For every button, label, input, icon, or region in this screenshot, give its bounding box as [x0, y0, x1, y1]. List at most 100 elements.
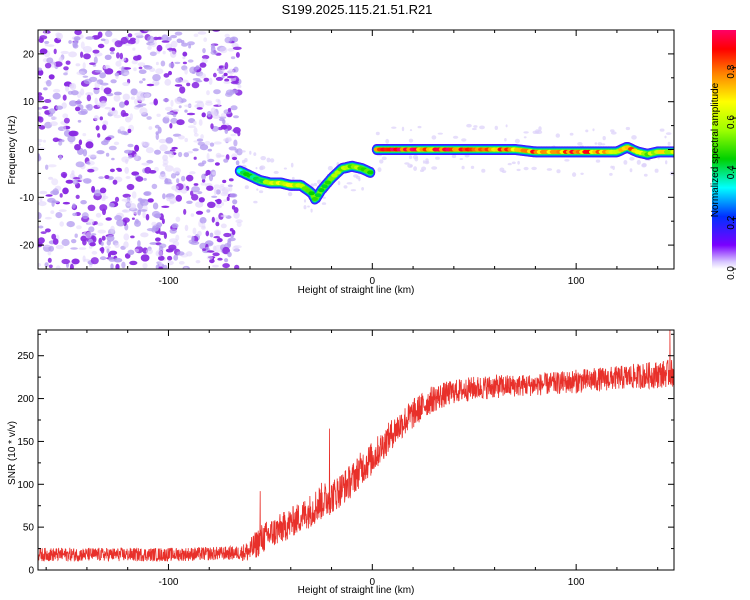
noise-speck — [206, 110, 212, 118]
noise-speck — [134, 32, 144, 37]
noise-speck — [130, 235, 135, 239]
noise-speck — [182, 56, 186, 60]
noise-speck — [178, 261, 185, 265]
noise-speck — [148, 170, 157, 174]
noise-speck — [235, 160, 240, 166]
noise-speck — [222, 119, 226, 125]
noise-speck — [199, 73, 206, 79]
noise-speck — [105, 217, 112, 221]
noise-speck — [91, 185, 96, 193]
noise-speck — [159, 261, 163, 267]
faint-speck — [664, 135, 667, 139]
faint-speck — [381, 156, 387, 161]
noise-speck — [161, 40, 170, 43]
faint-speck — [629, 168, 633, 173]
y-tick-label: 20 — [23, 49, 35, 60]
noise-speck — [104, 106, 111, 110]
noise-speck — [162, 193, 166, 200]
faint-speck — [409, 129, 413, 132]
noise-speck — [46, 79, 52, 87]
noise-speck — [130, 96, 136, 100]
noise-speck — [157, 126, 162, 134]
noise-speck — [63, 66, 69, 71]
faint-speck — [473, 125, 478, 128]
noise-speck — [155, 133, 159, 140]
noise-speck — [215, 76, 223, 81]
colorbar-tick-label: 0.8 — [726, 64, 737, 78]
noise-speck — [114, 242, 120, 248]
noise-speck — [174, 61, 181, 65]
noise-speck — [192, 227, 197, 235]
noise-speck — [45, 164, 49, 170]
faint-speck — [504, 138, 507, 142]
faint-speck — [313, 182, 318, 187]
noise-speck — [130, 88, 138, 96]
noise-speck — [70, 90, 79, 96]
noise-speck — [173, 167, 181, 174]
faint-speck — [417, 125, 422, 129]
noise-speck — [86, 94, 92, 102]
noise-speck — [46, 57, 54, 64]
noise-speck — [112, 179, 118, 185]
faint-speck — [659, 128, 665, 132]
noise-speck — [169, 123, 173, 129]
noise-speck — [222, 263, 230, 269]
noise-speck — [61, 258, 70, 265]
faint-speck — [452, 135, 459, 139]
noise-speck — [39, 48, 48, 55]
noise-speck — [203, 37, 208, 42]
noise-speck — [179, 86, 186, 94]
noise-speck — [218, 65, 224, 69]
noise-speck — [194, 104, 201, 108]
noise-speck — [106, 248, 110, 254]
noise-speck — [97, 31, 103, 38]
noise-speck — [204, 140, 211, 146]
noise-speck — [172, 241, 180, 247]
y-tick-label: -20 — [20, 241, 35, 252]
ridge — [234, 142, 674, 205]
noise-speck — [101, 140, 109, 146]
snr-frame — [37, 329, 675, 571]
faint-speck — [287, 192, 293, 197]
noise-speck — [172, 108, 180, 112]
noise-speck — [198, 197, 205, 203]
noise-speck — [138, 69, 147, 74]
faint-speck — [241, 150, 246, 153]
noise-speck — [170, 40, 178, 48]
noise-speck — [136, 91, 145, 99]
noise-speck — [93, 56, 98, 64]
noise-speck — [62, 94, 67, 101]
noise-speck — [70, 247, 78, 250]
noise-speck — [231, 156, 238, 161]
noise-speck — [99, 256, 107, 261]
noise-speck — [55, 265, 61, 269]
noise-speck — [134, 248, 139, 253]
noise-speck — [170, 117, 178, 124]
noise-speck — [46, 44, 55, 47]
noise-speck — [122, 93, 130, 101]
noise-speck — [174, 31, 183, 36]
spectrogram-y-label: Frequency (Hz) — [7, 116, 18, 185]
noise-speck — [38, 225, 44, 229]
faint-speck — [321, 202, 327, 205]
y-tick-label: 150 — [17, 437, 34, 448]
noise-speck — [210, 107, 216, 114]
noise-speck — [38, 67, 43, 72]
x-tick-label: 0 — [370, 276, 376, 287]
noise-speck — [201, 58, 208, 64]
noise-speck — [97, 43, 105, 49]
faint-speck — [592, 128, 595, 132]
noise-speck — [209, 232, 214, 238]
noise-speck — [195, 201, 204, 208]
noise-speck — [73, 177, 80, 180]
x-tick-label: 100 — [568, 276, 585, 287]
noise-speck — [149, 51, 157, 57]
noise-speck — [143, 93, 151, 98]
ridge-core-blob — [334, 170, 341, 175]
noise-speck — [151, 221, 157, 227]
noise-speck — [140, 232, 149, 238]
noise-speck — [62, 125, 67, 132]
faint-speck — [623, 160, 628, 165]
noise-speck — [82, 149, 88, 157]
noise-speck — [229, 228, 234, 232]
